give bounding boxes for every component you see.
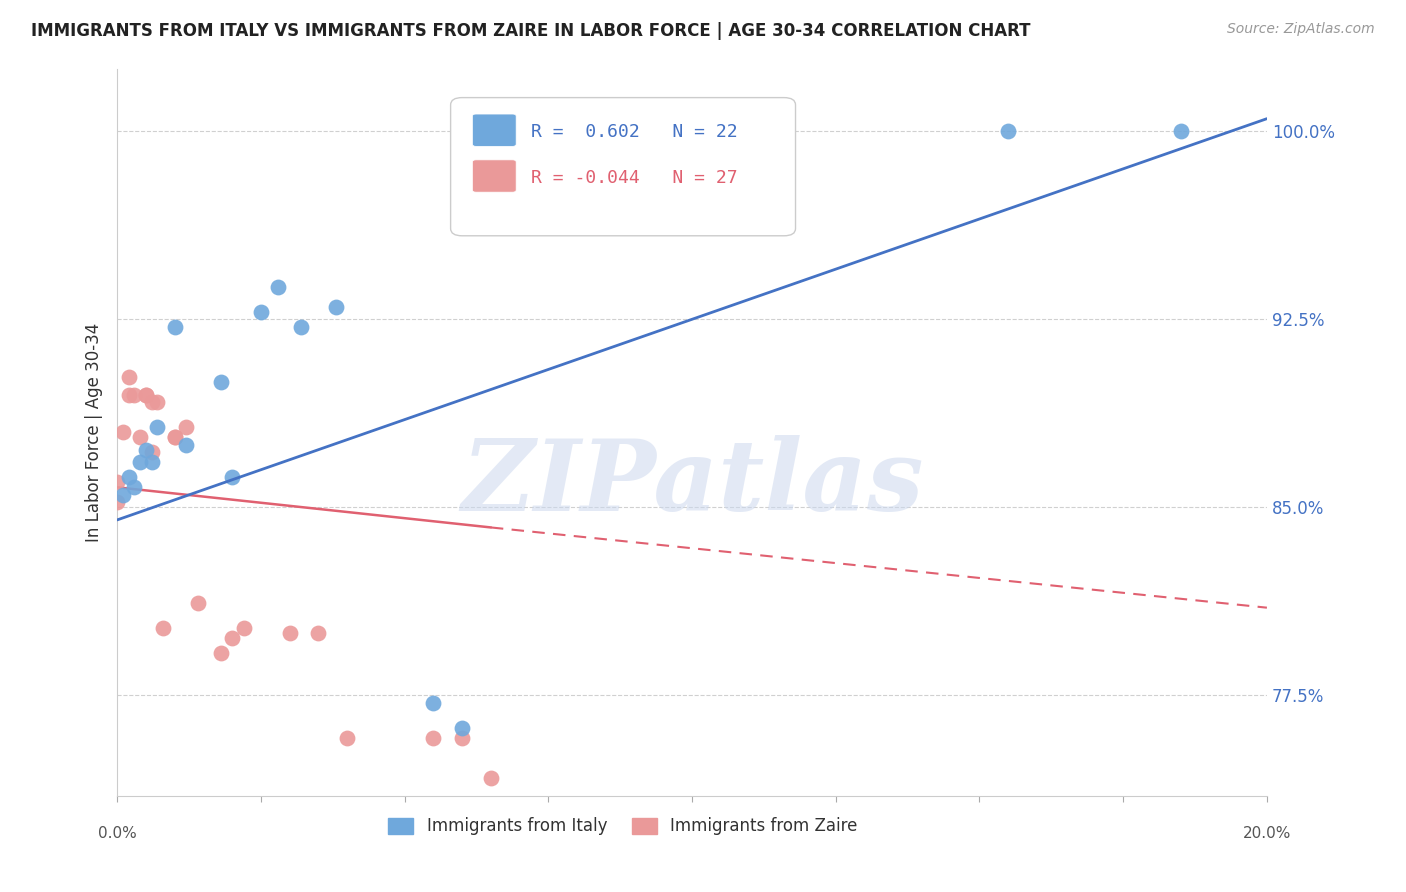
Point xyxy=(422,731,444,745)
Text: 0.0%: 0.0% xyxy=(98,826,136,841)
Point xyxy=(278,625,301,640)
Text: IMMIGRANTS FROM ITALY VS IMMIGRANTS FROM ZAIRE IN LABOR FORCE | AGE 30-34 CORREL: IMMIGRANTS FROM ITALY VS IMMIGRANTS FROM… xyxy=(31,22,1031,40)
Point xyxy=(124,387,146,401)
Point xyxy=(118,370,141,384)
Point xyxy=(187,596,209,610)
Point xyxy=(479,771,502,785)
Text: Source: ZipAtlas.com: Source: ZipAtlas.com xyxy=(1227,22,1375,37)
Point xyxy=(141,455,163,469)
Point xyxy=(141,445,163,459)
FancyBboxPatch shape xyxy=(472,114,516,146)
Legend: Immigrants from Italy, Immigrants from Zaire: Immigrants from Italy, Immigrants from Z… xyxy=(381,811,865,842)
Point xyxy=(209,646,232,660)
Point xyxy=(422,696,444,710)
Point xyxy=(146,420,169,434)
Point xyxy=(174,420,197,434)
FancyBboxPatch shape xyxy=(450,97,796,235)
Point xyxy=(221,470,243,484)
Point xyxy=(152,621,174,635)
Point xyxy=(105,495,128,509)
Point xyxy=(163,430,186,444)
Point xyxy=(290,319,312,334)
Point xyxy=(118,387,141,401)
Point xyxy=(451,731,474,745)
Text: 20.0%: 20.0% xyxy=(1243,826,1291,841)
Point xyxy=(336,731,359,745)
Point xyxy=(250,305,273,319)
Point xyxy=(997,124,1019,138)
Point xyxy=(232,621,254,635)
Point xyxy=(307,625,329,640)
Point xyxy=(768,179,790,194)
Point xyxy=(146,395,169,409)
Point xyxy=(451,721,474,735)
Point xyxy=(124,480,146,494)
Y-axis label: In Labor Force | Age 30-34: In Labor Force | Age 30-34 xyxy=(86,323,103,541)
Point xyxy=(163,430,186,444)
Point xyxy=(111,425,134,439)
Point xyxy=(174,438,197,452)
Point xyxy=(221,631,243,645)
Point xyxy=(1170,124,1192,138)
Point xyxy=(118,470,141,484)
Text: R = -0.044   N = 27: R = -0.044 N = 27 xyxy=(531,169,738,186)
Point xyxy=(135,387,157,401)
Point xyxy=(141,395,163,409)
Point xyxy=(129,455,152,469)
Point xyxy=(163,319,186,334)
Point xyxy=(111,488,134,502)
FancyBboxPatch shape xyxy=(472,160,516,192)
Point xyxy=(325,300,347,314)
Point xyxy=(135,442,157,457)
Point xyxy=(209,375,232,389)
Text: ZIPatlas: ZIPatlas xyxy=(461,434,924,532)
Text: R =  0.602   N = 22: R = 0.602 N = 22 xyxy=(531,123,738,141)
Point xyxy=(135,387,157,401)
Point xyxy=(267,279,290,293)
Point xyxy=(105,475,128,490)
Point xyxy=(509,119,531,133)
Point xyxy=(129,430,152,444)
